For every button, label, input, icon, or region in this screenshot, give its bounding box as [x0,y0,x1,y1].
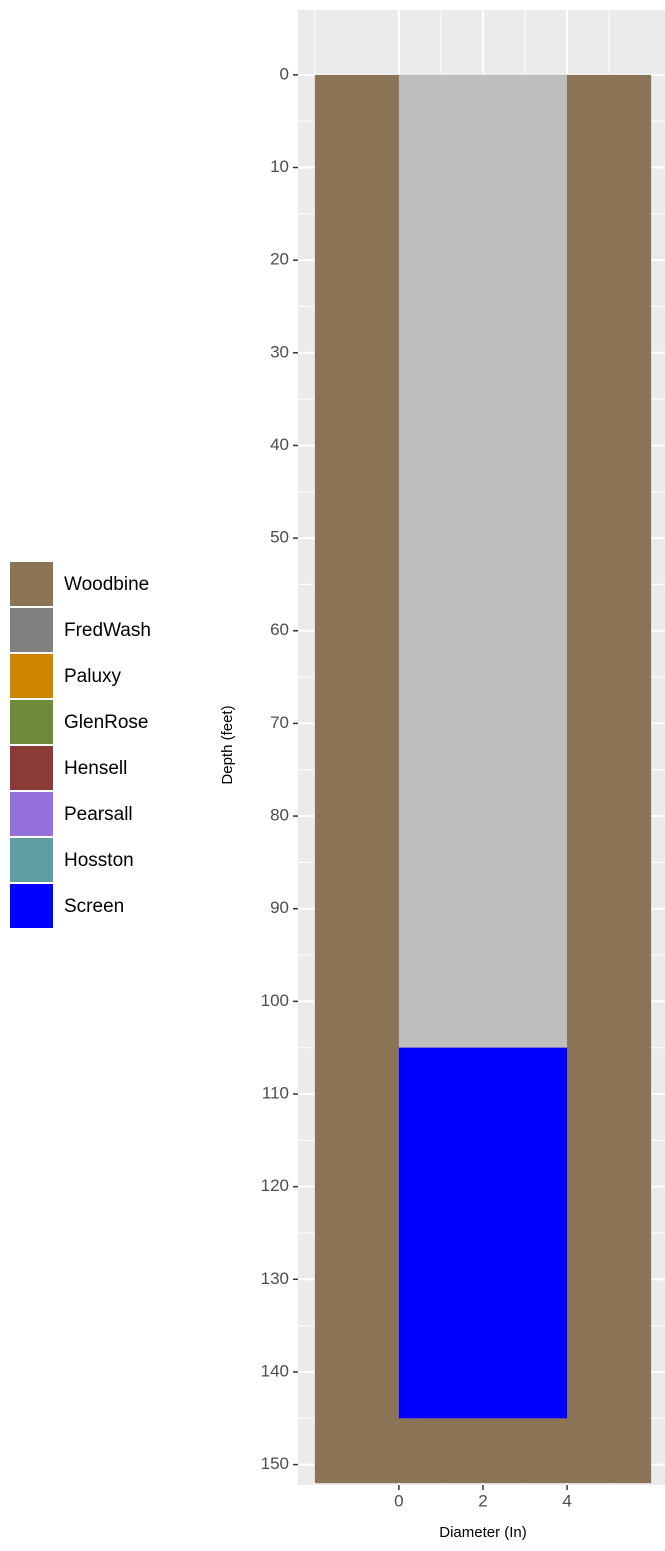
y-tick-label: 110 [262,1083,289,1102]
legend-label: FredWash [64,620,151,641]
y-tick-label: 20 [270,250,289,269]
legend-key [10,838,53,882]
x-tick-label: 4 [562,1491,571,1510]
y-axis-label: Depth (feet) [219,705,236,784]
y-tick-label: 0 [280,64,289,83]
legend-key [10,884,53,928]
legend-key [10,700,53,744]
y-tick-label: 150 [261,1454,289,1473]
y-tick-label: 140 [261,1361,289,1380]
legend-key [10,562,53,606]
y-tick-label: 70 [270,713,289,732]
rect [398,1047,568,1419]
legend-label: Pearsall [64,804,133,825]
x-tick-label: 0 [394,1491,403,1510]
rect [398,74,568,1048]
y-tick-label: 80 [270,806,289,825]
x-tick-label: 2 [478,1491,487,1510]
legend-label: Hensell [64,758,127,779]
y-tick-label: 60 [270,620,289,639]
legend-key [10,746,53,790]
y-tick-label: 100 [261,991,289,1010]
legend-key [10,792,53,836]
legend-label: Hosston [64,850,134,871]
legend-label: GlenRose [64,712,149,733]
y-tick-label: 50 [270,528,289,547]
legend-label: Screen [64,896,124,917]
y-tick-label: 90 [270,898,289,917]
legend-key [10,608,53,652]
x-axis-label: Diameter (In) [439,1524,527,1541]
legend-label: Woodbine [64,574,149,595]
legend-label: Paluxy [64,666,122,687]
y-tick-label: 40 [270,435,289,454]
legend-key [10,654,53,698]
y-tick-label: 10 [270,157,289,176]
y-tick-label: 30 [270,342,289,361]
y-tick-label: 120 [261,1176,289,1195]
y-tick-label: 130 [261,1269,289,1288]
